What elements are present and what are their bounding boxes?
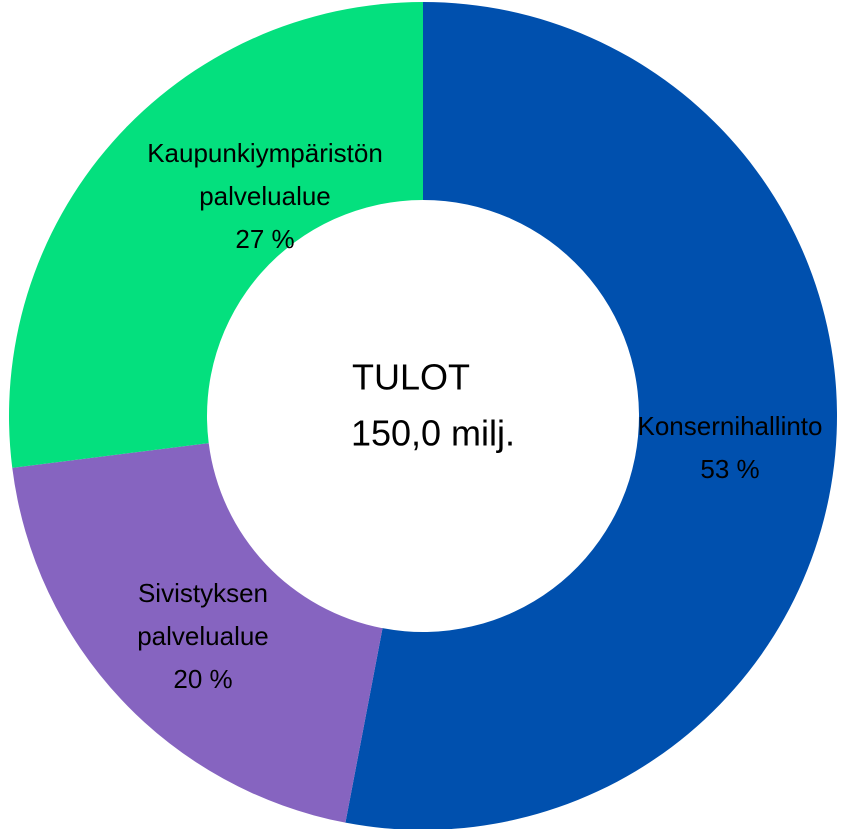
donut-slice [12, 443, 383, 823]
donut-slice [345, 2, 837, 829]
slices [8, 2, 837, 829]
slice-label: Konsernihallinto [637, 411, 822, 441]
slice-value-label: 20 % [173, 664, 232, 694]
slice-label: Kaupunkiympäristön palvelualue [147, 138, 383, 211]
slice-value-label: 53 % [700, 454, 759, 484]
chart-title: TULOT [352, 357, 470, 398]
slice-label: Sivistyksen palvelualue [137, 578, 269, 651]
donut-slice [8, 2, 423, 468]
slice-value-label: 27 % [235, 224, 294, 254]
chart-subtitle: 150,0 milj. [351, 413, 515, 454]
